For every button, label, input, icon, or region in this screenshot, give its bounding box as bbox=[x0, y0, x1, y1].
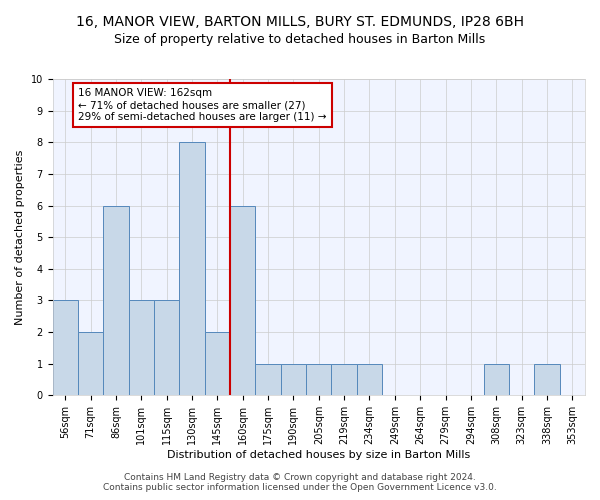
Bar bbox=[357, 364, 382, 396]
Bar bbox=[78, 332, 103, 396]
Bar bbox=[128, 300, 154, 396]
Bar bbox=[281, 364, 306, 396]
Text: Size of property relative to detached houses in Barton Mills: Size of property relative to detached ho… bbox=[115, 32, 485, 46]
Text: 16 MANOR VIEW: 162sqm
← 71% of detached houses are smaller (27)
29% of semi-deta: 16 MANOR VIEW: 162sqm ← 71% of detached … bbox=[78, 88, 326, 122]
Bar bbox=[256, 364, 281, 396]
X-axis label: Distribution of detached houses by size in Barton Mills: Distribution of detached houses by size … bbox=[167, 450, 470, 460]
Bar bbox=[331, 364, 357, 396]
Bar bbox=[154, 300, 179, 396]
Bar bbox=[484, 364, 509, 396]
Bar bbox=[103, 206, 128, 396]
Bar bbox=[534, 364, 560, 396]
Bar bbox=[306, 364, 331, 396]
Bar bbox=[205, 332, 230, 396]
Bar bbox=[230, 206, 256, 396]
Text: Contains HM Land Registry data © Crown copyright and database right 2024.
Contai: Contains HM Land Registry data © Crown c… bbox=[103, 473, 497, 492]
Y-axis label: Number of detached properties: Number of detached properties bbox=[15, 150, 25, 325]
Bar bbox=[53, 300, 78, 396]
Text: 16, MANOR VIEW, BARTON MILLS, BURY ST. EDMUNDS, IP28 6BH: 16, MANOR VIEW, BARTON MILLS, BURY ST. E… bbox=[76, 15, 524, 29]
Bar bbox=[179, 142, 205, 396]
